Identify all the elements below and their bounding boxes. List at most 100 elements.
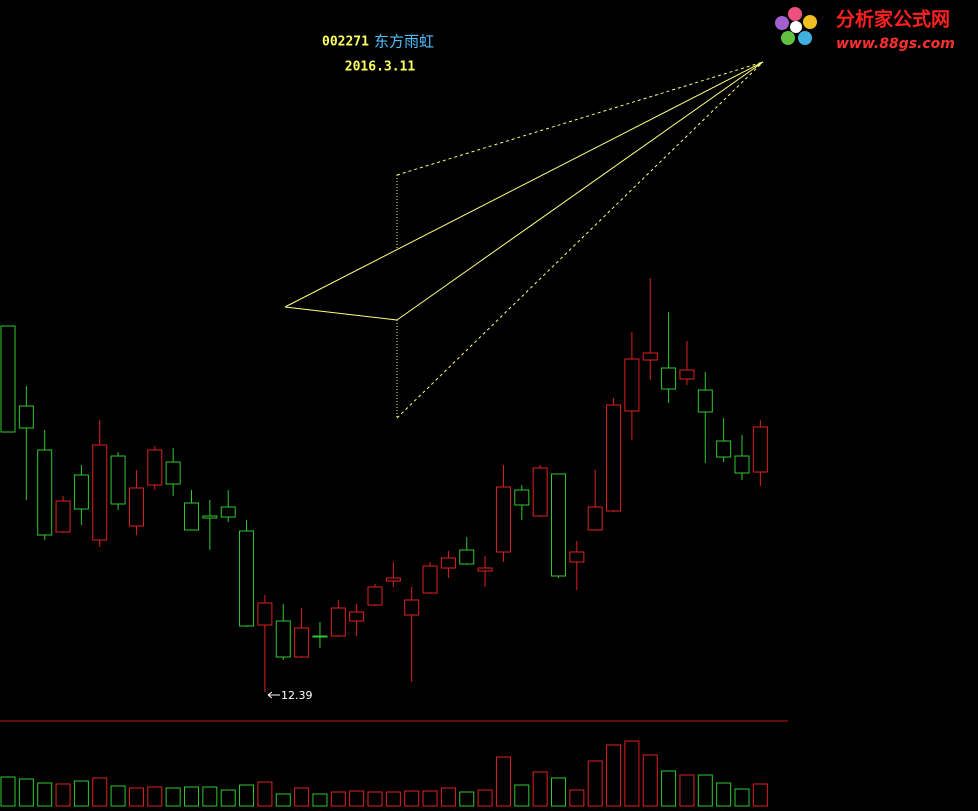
petal <box>798 31 812 45</box>
candle-body <box>385 577 401 582</box>
candle-body <box>514 489 530 506</box>
candle-body <box>551 473 566 577</box>
volume-bar <box>128 787 144 807</box>
candle-body <box>440 557 456 569</box>
volume-bar <box>385 791 401 807</box>
volume-bar <box>551 777 566 807</box>
volume-bar <box>349 790 365 807</box>
stock-code: 002271 <box>322 35 369 50</box>
candle-body <box>0 325 16 433</box>
volume-bar <box>404 790 420 807</box>
volume-bar <box>165 787 181 807</box>
volume-bar <box>587 760 603 807</box>
plane-line <box>396 61 764 419</box>
low-label: 12.39 <box>281 689 313 702</box>
candle-body <box>128 487 144 527</box>
volume-bar <box>184 786 199 807</box>
volume-bar <box>440 787 456 807</box>
volume-bar <box>606 744 622 807</box>
volume-bar <box>532 771 548 807</box>
candle-body <box>73 474 89 510</box>
candle-body <box>477 567 493 572</box>
volume-bar <box>752 783 768 807</box>
volume-bar <box>18 778 34 807</box>
volume-bar <box>477 789 493 807</box>
volume-bar <box>367 791 383 807</box>
candle-body <box>734 455 750 474</box>
volume-bar <box>92 777 108 807</box>
candle-body <box>606 404 622 512</box>
volume-bar <box>697 774 713 807</box>
candle-body <box>294 627 310 658</box>
volume-bar <box>110 785 126 807</box>
volume-bar <box>257 781 273 807</box>
candle-body <box>661 367 677 390</box>
volume-bar <box>37 782 53 807</box>
candle-body <box>495 486 511 553</box>
candle-body <box>110 455 126 505</box>
candle-body <box>18 405 34 429</box>
volume-bar <box>330 791 346 807</box>
candle-body <box>642 352 658 361</box>
candle-body <box>55 500 71 533</box>
volume-bar <box>312 793 328 807</box>
date-label: 2016.3.11 <box>345 60 416 75</box>
volume-bar <box>716 782 732 807</box>
volume-bar <box>661 770 677 807</box>
logo-icon <box>775 7 817 45</box>
candle-body <box>165 461 181 485</box>
candle-body <box>624 358 640 412</box>
candle-body <box>532 467 548 517</box>
volume-bar <box>514 784 530 807</box>
candle-body <box>220 506 236 518</box>
plane-line <box>396 61 764 321</box>
petal <box>788 7 802 21</box>
volume-bar <box>422 790 438 807</box>
candle-body <box>697 389 713 413</box>
volume-bar <box>202 786 218 807</box>
petal <box>781 31 795 45</box>
volume-bar <box>220 789 236 807</box>
candle-body <box>312 635 328 638</box>
petal <box>803 15 817 29</box>
plane-line <box>284 61 764 308</box>
candle-body <box>367 586 383 606</box>
candle-body <box>239 530 255 627</box>
petal <box>775 16 789 30</box>
volume-bar <box>239 784 255 807</box>
low-arrow-head <box>267 691 273 699</box>
volume-bar <box>679 774 695 807</box>
candle-body <box>459 549 475 565</box>
volume-bar <box>734 788 750 807</box>
volume-bar <box>73 780 89 807</box>
logo-url: www.88gs.com <box>836 36 955 52</box>
candle-body <box>92 444 108 541</box>
candle-body <box>404 599 420 616</box>
volume-bar <box>569 789 585 807</box>
logo-name: 分析家公式网 <box>836 8 950 31</box>
plane-line <box>284 306 398 321</box>
candle-body <box>147 449 163 486</box>
candle-body <box>37 449 53 536</box>
volume-bar <box>459 791 475 807</box>
candle-body <box>184 502 199 531</box>
candle-body <box>569 551 585 563</box>
stock-name: 东方雨虹 <box>374 33 434 51</box>
volume-bar <box>55 783 71 807</box>
flower-center <box>790 21 802 33</box>
candle-body <box>275 620 291 658</box>
candle-body <box>422 565 438 594</box>
volume-bar <box>624 740 640 807</box>
volume-bar <box>642 754 658 807</box>
drawing-lines <box>284 61 764 419</box>
volume-bar <box>0 776 16 807</box>
plane-line <box>396 61 764 176</box>
candle-body <box>202 515 218 519</box>
volume-bar <box>495 756 511 807</box>
candle-body <box>587 506 603 531</box>
candle-body <box>752 426 768 473</box>
candle-body <box>257 602 273 626</box>
